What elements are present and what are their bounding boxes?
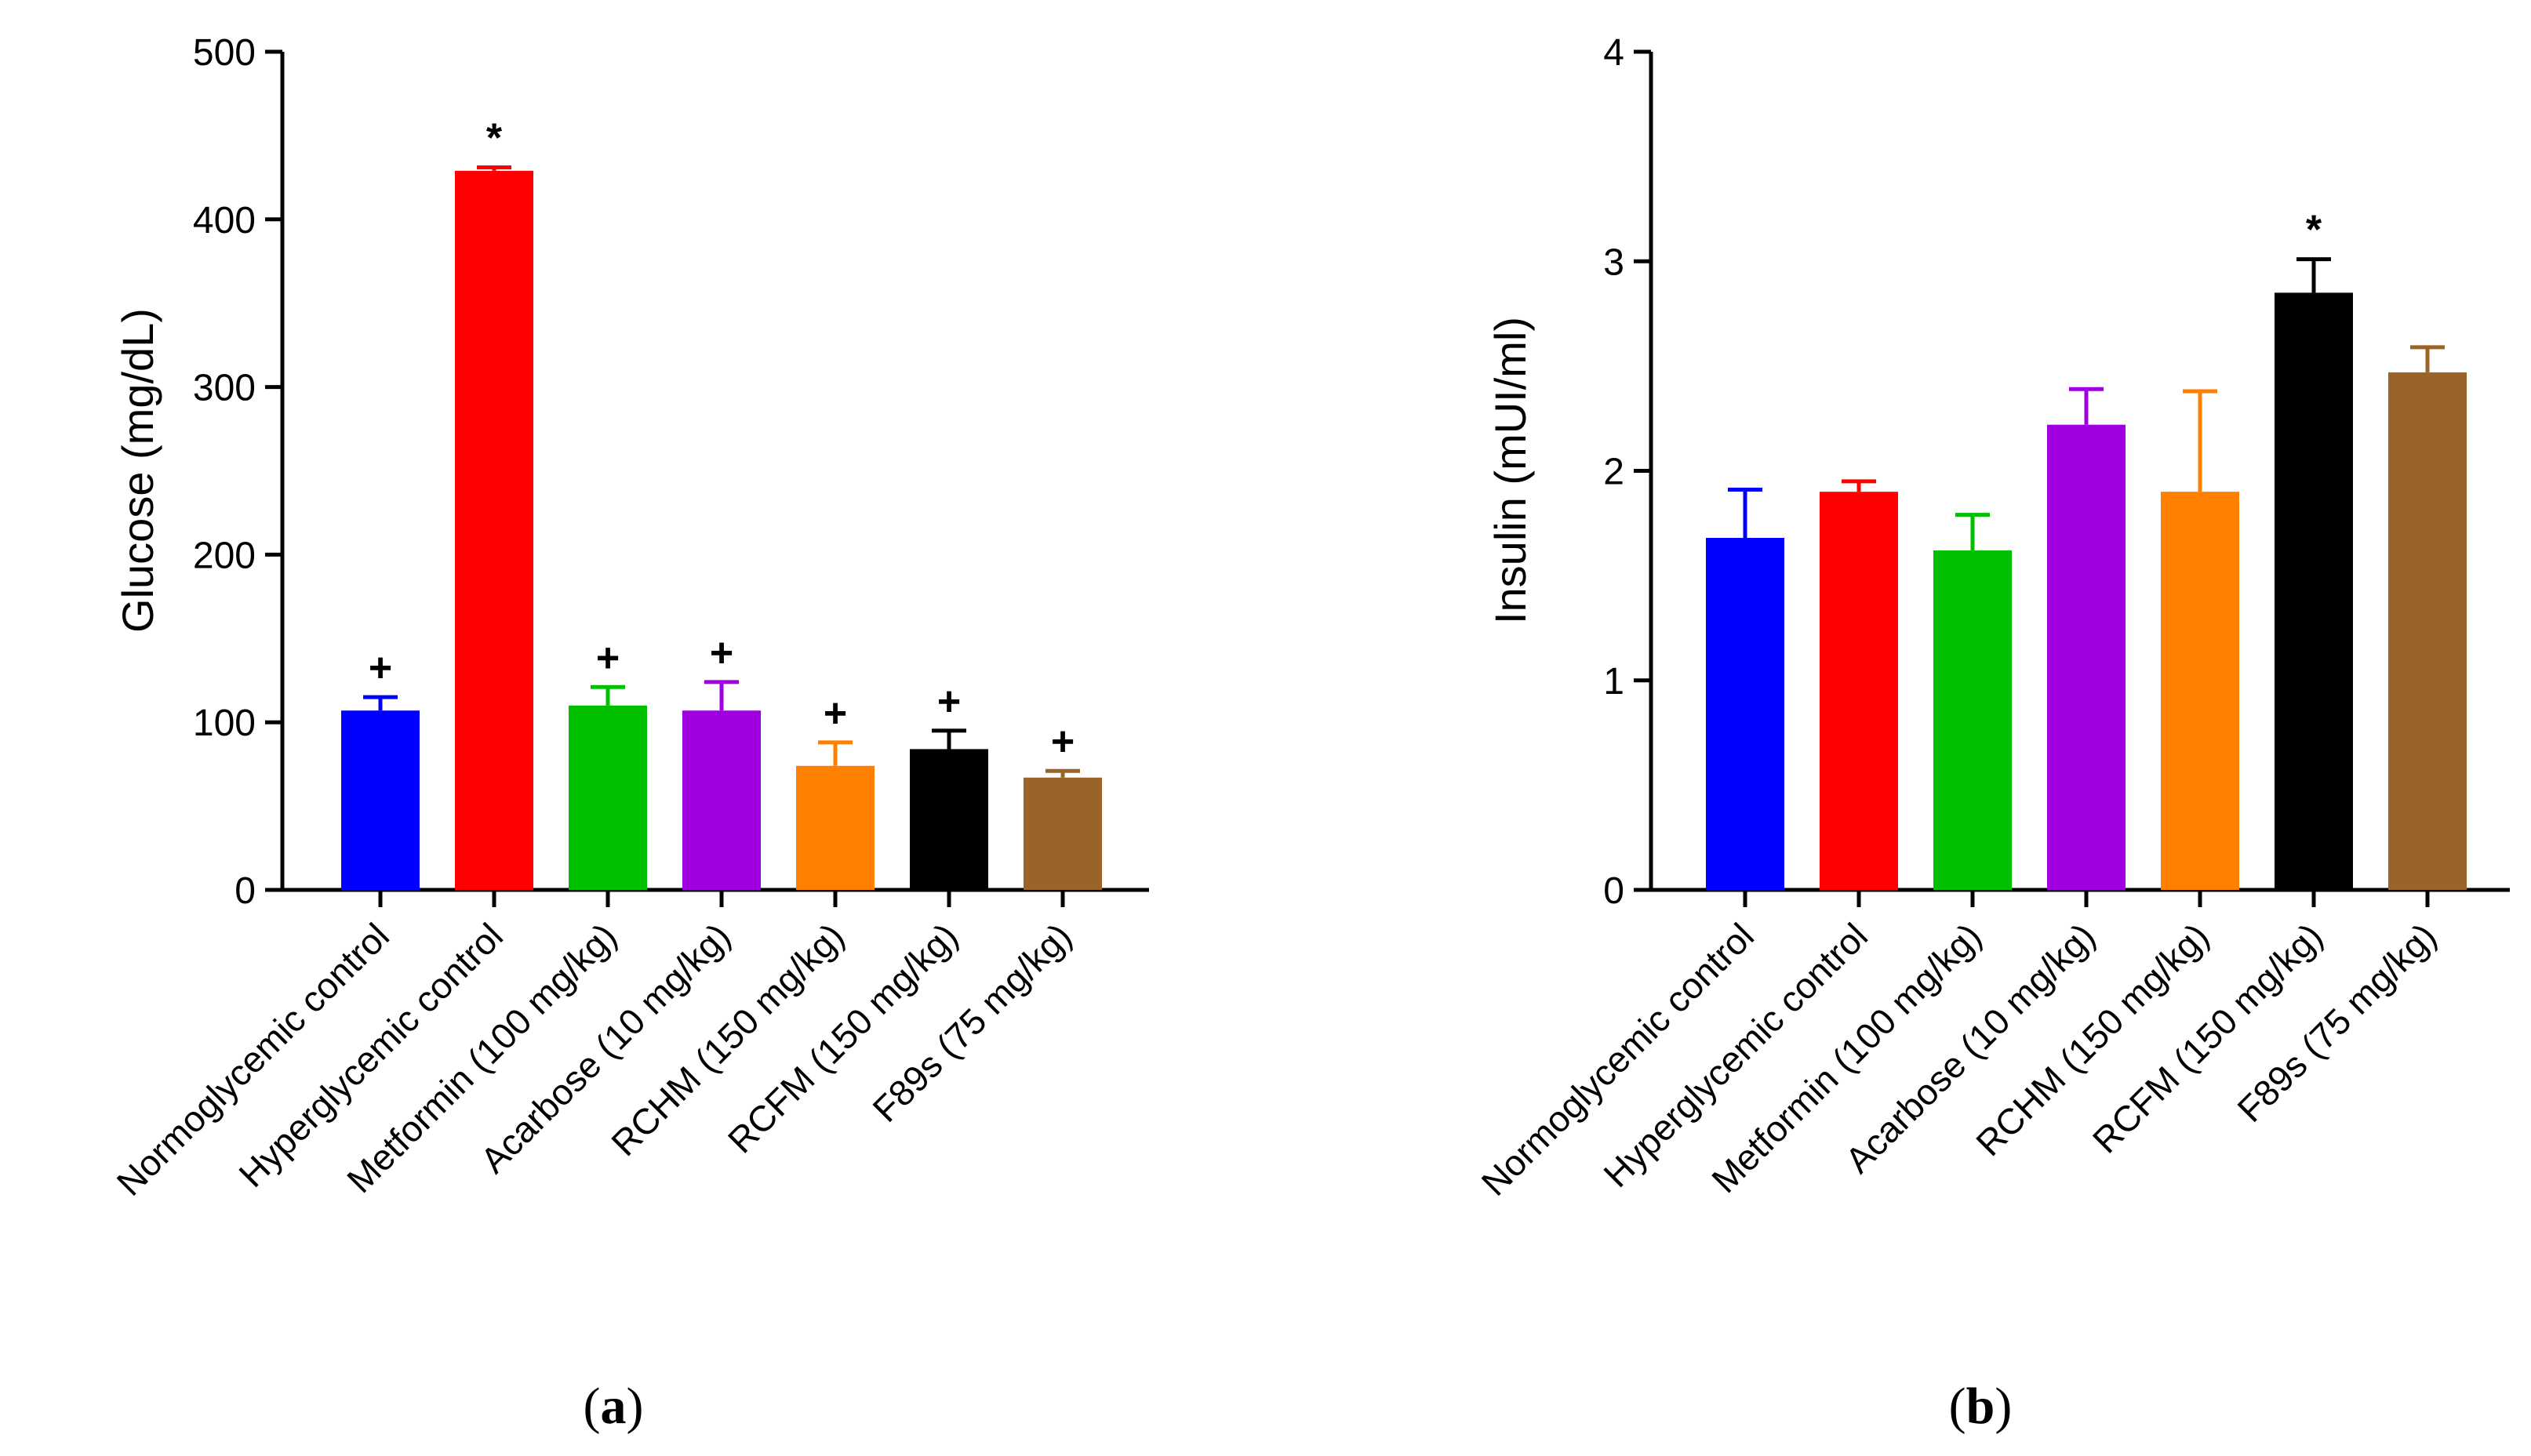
panel-label-close: ) <box>1995 1378 2012 1435</box>
bar <box>682 710 761 890</box>
y-tick-label: 300 <box>193 368 256 409</box>
bar <box>569 705 647 890</box>
y-tick-label: 2 <box>1603 452 1624 493</box>
significance-mark: + <box>937 679 961 724</box>
bar <box>2047 424 2126 890</box>
y-tick-label: 0 <box>235 870 256 912</box>
significance-mark: + <box>369 645 392 691</box>
significance-mark: + <box>824 691 847 736</box>
y-tick-label: 4 <box>1603 32 1624 74</box>
significance-mark: + <box>710 630 733 676</box>
y-tick-label: 3 <box>1603 241 1624 283</box>
y-tick-label: 100 <box>193 703 256 744</box>
bar <box>1706 538 1784 890</box>
significance-mark: * <box>2306 208 2322 253</box>
bar <box>2275 292 2353 890</box>
panel-label: (a) <box>584 1378 644 1435</box>
bar <box>910 749 988 890</box>
category-label: F89s (75 mg/kg) <box>864 915 1079 1130</box>
significance-mark: * <box>486 116 503 162</box>
y-axis-title: Insulin (mUI/ml) <box>1486 317 1535 624</box>
panel-label-letter: a <box>601 1378 627 1435</box>
bar <box>2161 492 2239 890</box>
y-tick-label: 400 <box>193 200 256 241</box>
y-tick-label: 1 <box>1603 661 1624 703</box>
bar <box>796 765 875 890</box>
panel-label: (b) <box>1949 1378 2013 1435</box>
panel-label-letter: b <box>1966 1378 1995 1435</box>
panel-label-close: ) <box>627 1378 644 1435</box>
y-tick-label: 0 <box>1603 870 1624 912</box>
y-tick-label: 500 <box>193 32 256 74</box>
significance-mark: + <box>596 635 620 681</box>
bar <box>1024 777 1102 890</box>
bar <box>2388 372 2467 891</box>
y-tick-label: 200 <box>193 535 256 576</box>
significance-mark: + <box>1051 719 1075 764</box>
panel-label-open: ( <box>1949 1378 1966 1435</box>
y-axis-title: Glucose (mg/dL) <box>113 308 162 633</box>
bar <box>341 710 420 890</box>
bar <box>1933 550 2012 890</box>
bar <box>455 170 533 891</box>
bar <box>1820 492 1898 890</box>
category-label: F89s (75 mg/kg) <box>2229 915 2444 1130</box>
panel-label-open: ( <box>584 1378 601 1435</box>
